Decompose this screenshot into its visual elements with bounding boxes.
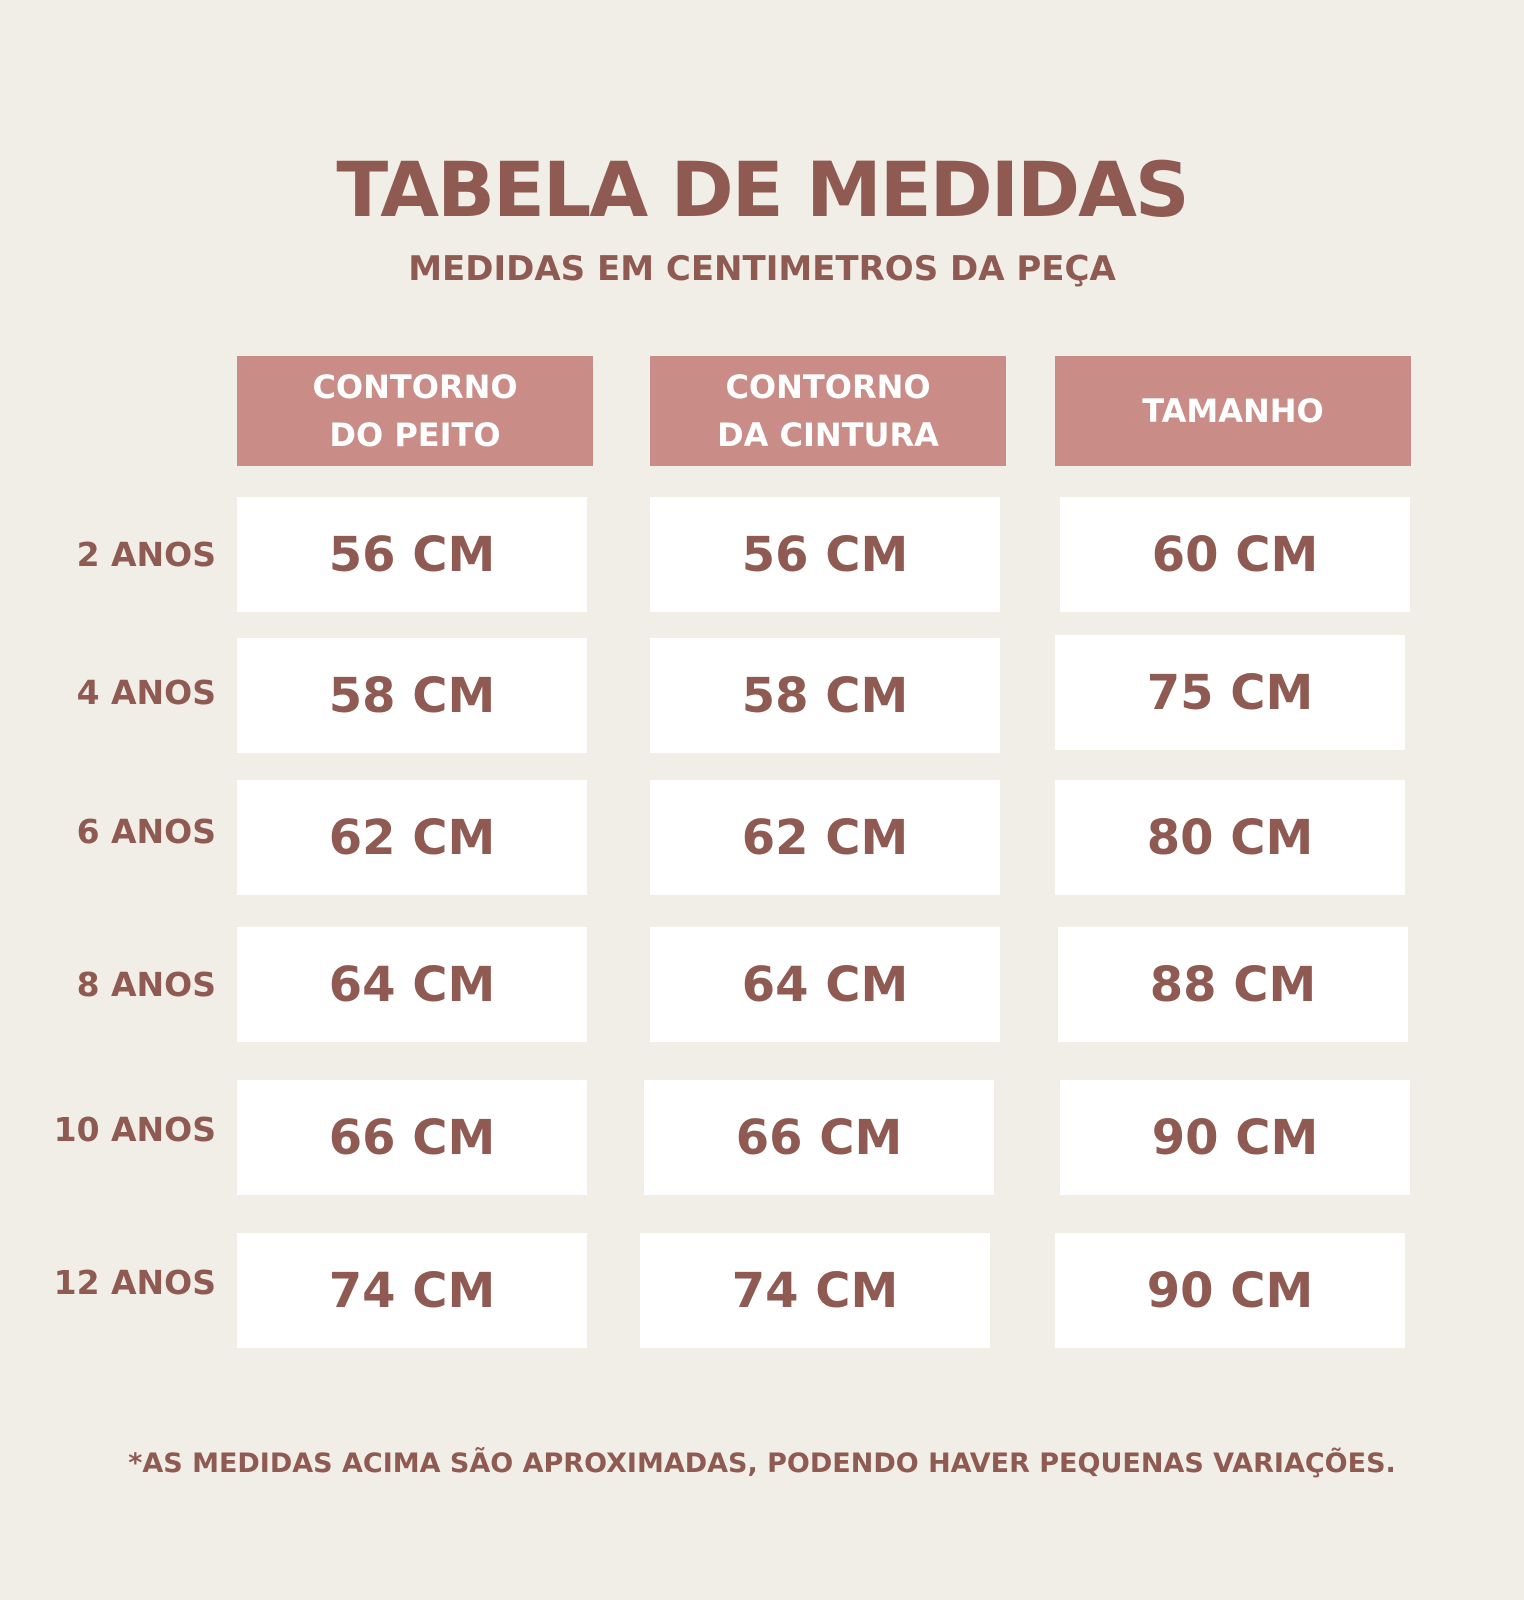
column-header-line: CONTORNO xyxy=(312,368,518,406)
table-cell: 56 CM xyxy=(650,497,1000,612)
column-header-chest: CONTORNO DO PEITO xyxy=(237,356,593,466)
row-label: 12 ANOS xyxy=(53,1263,216,1302)
table-cell: 74 CM xyxy=(640,1233,990,1348)
page-title: TABELA DE MEDIDAS xyxy=(336,145,1189,234)
row-label: 6 ANOS xyxy=(76,812,216,851)
row-label: 8 ANOS xyxy=(76,965,216,1004)
table-cell: 62 CM xyxy=(237,780,587,895)
table-cell: 64 CM xyxy=(237,927,587,1042)
column-header-line: TAMANHO xyxy=(1142,392,1324,430)
table-cell: 66 CM xyxy=(644,1080,994,1195)
row-label: 10 ANOS xyxy=(53,1110,216,1149)
row-label: 2 ANOS xyxy=(76,535,216,574)
table-cell: 58 CM xyxy=(650,638,1000,753)
column-header-size: TAMANHO xyxy=(1055,356,1411,466)
table-cell: 58 CM xyxy=(237,638,587,753)
column-header-waist: CONTORNO DA CINTURA xyxy=(650,356,1006,466)
table-cell: 90 CM xyxy=(1055,1233,1405,1348)
column-header-line: CONTORNO xyxy=(725,368,931,406)
table-cell: 75 CM xyxy=(1055,635,1405,750)
table-cell: 60 CM xyxy=(1060,497,1410,612)
table-cell: 64 CM xyxy=(650,927,1000,1042)
table-cell: 74 CM xyxy=(237,1233,587,1348)
row-label: 4 ANOS xyxy=(76,673,216,712)
column-header-line: DO PEITO xyxy=(329,416,501,454)
table-cell: 90 CM xyxy=(1060,1080,1410,1195)
table-cell: 56 CM xyxy=(237,497,587,612)
table-cell: 66 CM xyxy=(237,1080,587,1195)
footnote: *AS MEDIDAS ACIMA SÃO APROXIMADAS, PODEN… xyxy=(128,1448,1396,1479)
page-subtitle: MEDIDAS EM CENTIMETROS DA PEÇA xyxy=(408,249,1116,289)
table-cell: 62 CM xyxy=(650,780,1000,895)
table-cell: 80 CM xyxy=(1055,780,1405,895)
column-header-line: DA CINTURA xyxy=(717,416,939,454)
table-cell: 88 CM xyxy=(1058,927,1408,1042)
